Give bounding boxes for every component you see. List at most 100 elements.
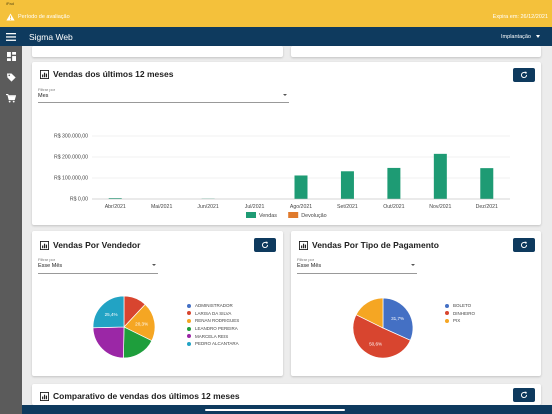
refresh-sales-by-seller-button[interactable] xyxy=(254,238,276,252)
bar-vendas[interactable] xyxy=(433,153,447,199)
pie-slice[interactable] xyxy=(352,314,411,359)
filter-underline xyxy=(297,273,417,274)
legend-item[interactable]: MARCELA REIS xyxy=(187,332,239,340)
sales-by-payment-title: Vendas Por Tipo de Pagamento xyxy=(299,240,439,250)
comparison-title-text: Comparativo de vendas dos últimos 12 mes… xyxy=(53,391,240,401)
bar-chart-icon xyxy=(299,240,308,250)
caret-down-icon xyxy=(536,35,540,38)
refresh-sales-12-months-button[interactable] xyxy=(513,68,535,82)
legend-item[interactable]: BOLETO xyxy=(445,302,475,310)
legend-dot xyxy=(445,311,449,316)
sales-by-payment-title-text: Vendas Por Tipo de Pagamento xyxy=(312,240,439,250)
filter-label: Filtrar por xyxy=(38,87,56,92)
bar-chart-icon xyxy=(40,391,49,401)
legend-item[interactable]: RENAN RODRIGUES xyxy=(187,317,239,325)
legend-dot xyxy=(187,303,191,308)
sales-by-seller-title-text: Vendas Por Vendedor xyxy=(53,240,141,250)
tag-icon[interactable] xyxy=(5,71,17,83)
legend-item[interactable]: LARISA DA SILVA xyxy=(187,310,239,318)
cart-icon[interactable] xyxy=(5,92,17,104)
legend-label: PEDRO ALCANTARA xyxy=(195,341,239,347)
sales-by-payment-card: Vendas Por Tipo de Pagamento Filtrar por… xyxy=(291,231,541,376)
sales-by-seller-card: Vendas Por Vendedor Filtrar por Esse Mês… xyxy=(32,231,283,376)
legend-label: RENAN RODRIGUES xyxy=(195,318,240,324)
sales-by-seller-pie: 20,3% 25,4% xyxy=(92,295,156,359)
pie-slice[interactable] xyxy=(92,295,125,329)
sales-by-payment-pie: 31,7% 50,6% xyxy=(352,297,414,359)
legend-item[interactable]: ADMINISTRADOR xyxy=(187,302,239,310)
caret-down-icon xyxy=(283,94,287,96)
tenant-selector[interactable]: Implantação xyxy=(501,34,540,40)
y-tick-label: R$ 300.000,00 xyxy=(54,134,88,140)
previous-card-right xyxy=(291,46,541,57)
sales-12-months-card: Vendas dos últimos 12 meses Filtrar por … xyxy=(32,62,541,225)
bar-vendas[interactable] xyxy=(480,168,494,199)
legend-label: PIX xyxy=(453,318,461,324)
bar-vendas[interactable] xyxy=(340,171,354,199)
x-tick-label: Jul/2021 xyxy=(245,204,265,210)
sales-12-months-title: Vendas dos últimos 12 meses xyxy=(40,69,173,79)
sales-bar-chart: R$ 300.000,00 R$ 200.000,00 R$ 100.000,00 R… xyxy=(54,134,510,219)
sales-by-seller-legend: ADMINISTRADOR LARISA DA SILVA RENAN RODRIG… xyxy=(187,302,239,348)
trial-expiration: Expira em: 26/12/2021 xyxy=(492,14,548,20)
legend-item[interactable]: LEANDRO PEREIRA xyxy=(187,325,239,333)
legend-dot xyxy=(445,318,449,323)
pie-slice[interactable] xyxy=(123,303,156,342)
sales-by-payment-filter[interactable]: Filtrar por Esse Mês xyxy=(297,257,417,274)
bar-vendas[interactable] xyxy=(387,167,401,199)
pie-value-label: 31,7% xyxy=(391,316,404,321)
y-tick-label: R$ 100.000,00 xyxy=(54,176,88,182)
legend-label: ADMINISTRADOR xyxy=(195,303,233,309)
refresh-icon xyxy=(262,241,269,249)
hamburger-menu-button[interactable] xyxy=(0,27,22,46)
legend-label[interactable]: Vendas xyxy=(259,213,277,219)
sales-12-months-filter[interactable]: Filtrar por Mes xyxy=(38,87,289,103)
x-tick-label: Mai/2021 xyxy=(151,204,172,210)
refresh-icon xyxy=(521,71,528,79)
refresh-sales-by-payment-button[interactable] xyxy=(513,238,535,252)
refresh-comparison-button[interactable] xyxy=(513,388,535,402)
sales-by-seller-filter[interactable]: Filtrar por Esse Mês xyxy=(38,257,158,274)
home-indicator[interactable] xyxy=(205,409,345,411)
legend-dot xyxy=(187,326,191,331)
filter-value: Esse Mês xyxy=(38,263,63,269)
trial-message: Período de avaliação xyxy=(18,14,70,20)
legend-dot xyxy=(187,334,191,339)
bar-vendas[interactable] xyxy=(108,198,122,199)
sales-by-seller-title: Vendas Por Vendedor xyxy=(40,240,140,250)
tenant-name: Implantação xyxy=(501,33,531,40)
legend-label: LARISA DA SILVA xyxy=(195,310,232,316)
dashboard-icon[interactable] xyxy=(5,50,17,62)
legend-label: BOLETO xyxy=(453,303,472,309)
previous-card-left xyxy=(32,46,283,57)
legend-label[interactable]: Devolução xyxy=(301,213,326,219)
refresh-icon xyxy=(521,241,528,249)
pie-value-label: 25,4% xyxy=(105,312,118,317)
pie-slice[interactable] xyxy=(92,326,125,359)
legend-item[interactable]: PIX xyxy=(445,317,475,325)
legend-dot xyxy=(445,303,449,308)
filter-underline xyxy=(38,273,158,274)
x-tick-label: Abr/2021 xyxy=(105,204,126,210)
filter-label: Filtrar por xyxy=(297,257,315,262)
hamburger-icon xyxy=(6,32,16,41)
legend-item[interactable]: DINHEIRO xyxy=(445,310,475,318)
pie-slice[interactable] xyxy=(382,297,414,341)
legend-item[interactable]: PEDRO ALCANTARA xyxy=(187,340,239,348)
filter-label: Filtrar por xyxy=(38,257,56,262)
legend-dot xyxy=(187,311,191,316)
bar-vendas[interactable] xyxy=(294,175,308,199)
filter-value: Mes xyxy=(38,93,49,99)
comparison-title: Comparativo de vendas dos últimos 12 mes… xyxy=(40,391,240,401)
legend-dot xyxy=(187,341,191,346)
app-title: Sigma Web xyxy=(29,31,73,42)
legend-dot xyxy=(187,318,191,323)
pie-slice[interactable] xyxy=(355,297,384,329)
x-tick-label: Out/2021 xyxy=(383,204,404,210)
x-tick-label: Jun/2021 xyxy=(197,204,218,210)
legend-label: LEANDRO PEREIRA xyxy=(195,326,238,332)
sales-12-months-title-text: Vendas dos últimos 12 meses xyxy=(53,69,174,79)
side-rail xyxy=(0,46,22,414)
legend-label: MARCELA REIS xyxy=(195,333,229,339)
x-tick-label: Dez/2021 xyxy=(476,204,498,210)
